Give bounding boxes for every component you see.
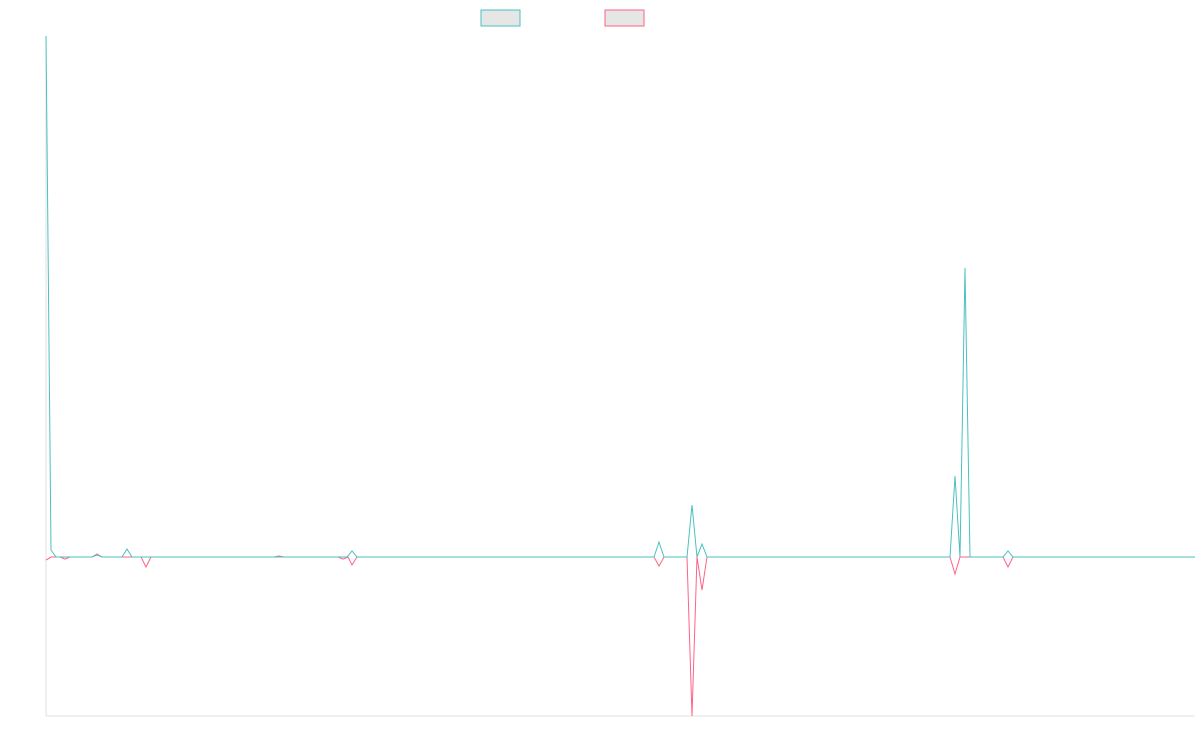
- legend-swatch[interactable]: [604, 9, 645, 27]
- line-series: [45, 35, 1195, 558]
- legend-swatch[interactable]: [480, 9, 521, 27]
- line-series: [45, 554, 1195, 717]
